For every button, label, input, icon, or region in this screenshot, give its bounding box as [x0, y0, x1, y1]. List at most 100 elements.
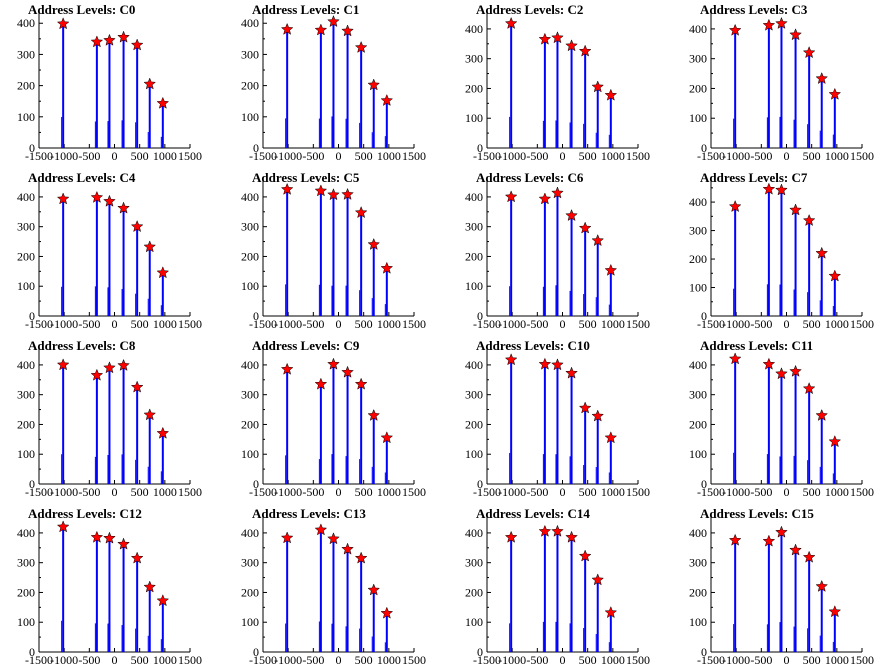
chart-title: Address Levels: C7 — [700, 170, 808, 185]
chart-panel-c6: Address Levels: C6 0 100 200 300 400 -1500 -100… — [448, 168, 672, 336]
peak-marker — [775, 525, 788, 538]
peak-marker — [327, 14, 340, 28]
y-tick-label: 0 — [477, 477, 483, 491]
peak-marker — [604, 88, 618, 101]
y-tick-label: 200 — [689, 252, 707, 266]
peak-marker — [380, 431, 394, 444]
y-tick-label: 400 — [465, 358, 483, 372]
chart-svg: Address Levels: C5 0 100 200 300 400 -1500-100… — [241, 170, 426, 331]
x-tick-label: 1000 — [153, 149, 177, 163]
peak-marker — [775, 16, 788, 29]
y-tick-label: 100 — [17, 279, 35, 293]
x-tick-label: -500 — [750, 149, 772, 163]
peak-marker — [327, 532, 340, 545]
x-tick-label: -1500 — [25, 485, 53, 499]
x-tick-label: -500 — [78, 317, 100, 331]
x-tick-label: 0 — [784, 485, 790, 499]
peak-marker — [367, 583, 381, 596]
y-tick-label: 400 — [241, 526, 259, 540]
y-tick-label: 100 — [17, 447, 35, 461]
x-tick-label: 1500 — [850, 485, 874, 499]
peak-marker — [280, 362, 294, 375]
y-tick-label: 100 — [689, 447, 707, 461]
peak-marker — [828, 87, 842, 100]
x-tick-label: 500 — [803, 653, 821, 667]
x-tick-label: -1000 — [274, 485, 302, 499]
chart-title: Address Levels: C2 — [476, 2, 583, 17]
peak-marker — [327, 357, 340, 370]
y-tick-label: 400 — [17, 358, 35, 372]
y-tick-label: 200 — [17, 249, 35, 263]
chart-svg: Address Levels: C8 0 100 200 300 400 -1500-100… — [17, 338, 202, 499]
y-tick-label: 300 — [17, 220, 35, 234]
x-tick-label: 1500 — [402, 485, 426, 499]
x-tick-label: 1500 — [626, 653, 650, 667]
chart-svg: Address Levels: C2 0 100 200 300 400 -1500-100… — [465, 2, 650, 163]
peak-marker — [604, 606, 618, 619]
x-tick-label: 500 — [355, 653, 373, 667]
chart-svg: Address Levels: C4 0 100 200 300 400 -1500-100… — [17, 170, 202, 331]
x-tick-label: 0 — [560, 317, 566, 331]
peak-marker — [604, 431, 618, 444]
chart-panel-c8: Address Levels: C8 0 100 200 300 400 -1500 -100… — [0, 336, 224, 504]
peak-marker — [762, 357, 776, 370]
x-tick-label: -1000 — [722, 653, 750, 667]
peak-marker — [578, 44, 592, 57]
peak-marker — [815, 408, 829, 421]
y-tick-label: 100 — [465, 447, 483, 461]
x-tick-label: 500 — [131, 653, 149, 667]
y-tick-label: 100 — [465, 615, 483, 629]
chart-panel-c13: Address Levels: C13 0 100 200 300 400 -1500 -10… — [224, 504, 448, 672]
x-tick-label: 500 — [355, 149, 373, 163]
peak-marker — [130, 551, 144, 564]
x-tick-label: 0 — [560, 149, 566, 163]
x-tick-label: 0 — [112, 317, 118, 331]
x-tick-label: 1500 — [402, 653, 426, 667]
y-tick-label: 300 — [17, 47, 35, 61]
peak-marker — [380, 606, 394, 619]
x-tick-label: -500 — [526, 317, 548, 331]
peak-marker — [775, 183, 788, 196]
x-tick-label: 500 — [355, 317, 373, 331]
y-tick-label: 400 — [17, 526, 35, 540]
peak-marker — [538, 192, 552, 205]
y-tick-label: 100 — [689, 111, 707, 125]
x-tick-label: -1000 — [274, 653, 302, 667]
y-tick-label: 400 — [465, 190, 483, 204]
chart-title: Address Levels: C8 — [28, 338, 136, 353]
y-tick-label: 300 — [689, 52, 707, 66]
peak-marker — [815, 71, 829, 85]
chart-title: Address Levels: C3 — [700, 2, 808, 17]
chart-title: Address Levels: C9 — [252, 338, 360, 353]
peak-marker — [789, 543, 802, 556]
peak-marker — [354, 551, 368, 564]
x-tick-label: 1000 — [601, 149, 625, 163]
y-tick-label: 400 — [689, 358, 707, 372]
y-tick-label: 0 — [701, 645, 707, 659]
x-tick-label: 1000 — [153, 485, 177, 499]
x-tick-label: 1000 — [601, 317, 625, 331]
peak-marker — [538, 32, 552, 45]
peak-marker — [354, 40, 368, 53]
y-tick-label: 200 — [241, 417, 259, 431]
peak-marker — [789, 203, 802, 216]
chart-panel-c9: Address Levels: C9 0 100 200 300 400 -1500 -100… — [224, 336, 448, 504]
peak-marker — [280, 182, 294, 195]
chart-title: Address Levels: C0 — [28, 2, 135, 17]
y-tick-label: 0 — [701, 477, 707, 491]
x-tick-label: -1000 — [50, 485, 78, 499]
x-tick-label: -1000 — [498, 653, 526, 667]
y-tick-label: 300 — [465, 388, 483, 402]
y-tick-label: 200 — [241, 585, 259, 599]
x-tick-label: 500 — [131, 317, 149, 331]
x-tick-label: -1500 — [697, 653, 725, 667]
x-tick-label: 500 — [803, 149, 821, 163]
peak-marker — [591, 573, 605, 586]
y-tick-label: 400 — [689, 22, 707, 36]
chart-panel-c7: Address Levels: C7 0 100 200 300 400 -1500 -100… — [672, 168, 896, 336]
y-tick-label: 200 — [689, 585, 707, 599]
x-tick-label: 1500 — [626, 149, 650, 163]
y-tick-label: 100 — [17, 110, 35, 124]
x-tick-label: -1000 — [498, 149, 526, 163]
